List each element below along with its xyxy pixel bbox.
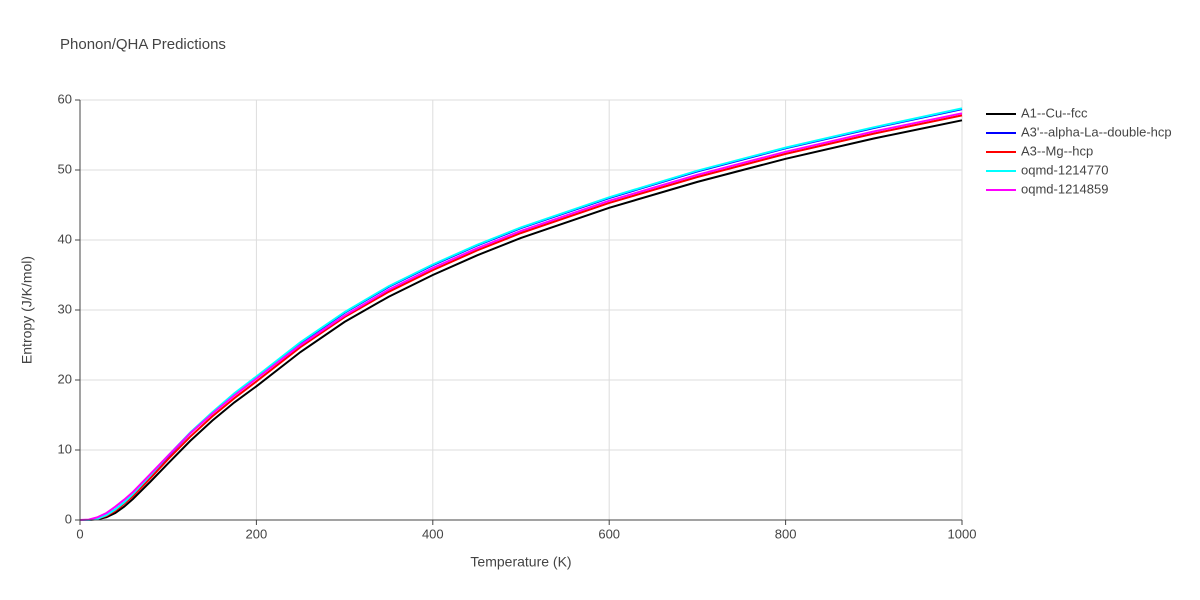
legend-item[interactable]: oqmd-1214770 [986, 162, 1108, 177]
y-tick-label: 40 [58, 231, 72, 246]
x-tick-label: 600 [598, 526, 620, 541]
x-tick-label: 1000 [948, 526, 977, 541]
legend-label[interactable]: A3--Mg--hcp [1021, 143, 1093, 158]
series-line [79, 112, 963, 521]
x-tick-label: 400 [422, 526, 444, 541]
series-line [80, 107, 963, 521]
y-tick-label: 0 [65, 511, 72, 526]
x-tick-label: 800 [775, 526, 797, 541]
legend-label[interactable]: A1--Cu--fcc [1021, 105, 1088, 120]
chart-title: Phonon/QHA Predictions [60, 36, 226, 53]
x-tick-label: 200 [246, 526, 268, 541]
y-axis-title: Entropy (J/K/mol) [19, 256, 35, 364]
grid [79, 99, 963, 521]
series-line [80, 114, 963, 521]
legend-label[interactable]: oqmd-1214770 [1021, 162, 1108, 177]
legend: A1--Cu--fcc A3'--alpha-La--double-hcp A3--… [986, 105, 1172, 196]
y-tick-label: 10 [58, 441, 72, 456]
legend-label[interactable]: oqmd-1214859 [1021, 181, 1108, 196]
x-axis-title: Temperature (K) [470, 554, 571, 570]
y-tick-label: 30 [58, 301, 72, 316]
legend-item[interactable]: A1--Cu--fcc [986, 105, 1088, 120]
y-tick-label: 50 [58, 161, 72, 176]
plot-area [79, 107, 963, 521]
legend-item[interactable]: A3'--alpha-La--double-hcp [986, 124, 1172, 139]
series-line [80, 119, 963, 521]
x-tick-label: 0 [76, 526, 83, 541]
legend-label[interactable]: A3'--alpha-La--double-hcp [1021, 124, 1172, 139]
legend-item[interactable]: oqmd-1214859 [986, 181, 1108, 196]
legend-item[interactable]: A3--Mg--hcp [986, 143, 1093, 158]
y-tick-label: 60 [58, 91, 72, 106]
y-tick-label: 20 [58, 371, 72, 386]
